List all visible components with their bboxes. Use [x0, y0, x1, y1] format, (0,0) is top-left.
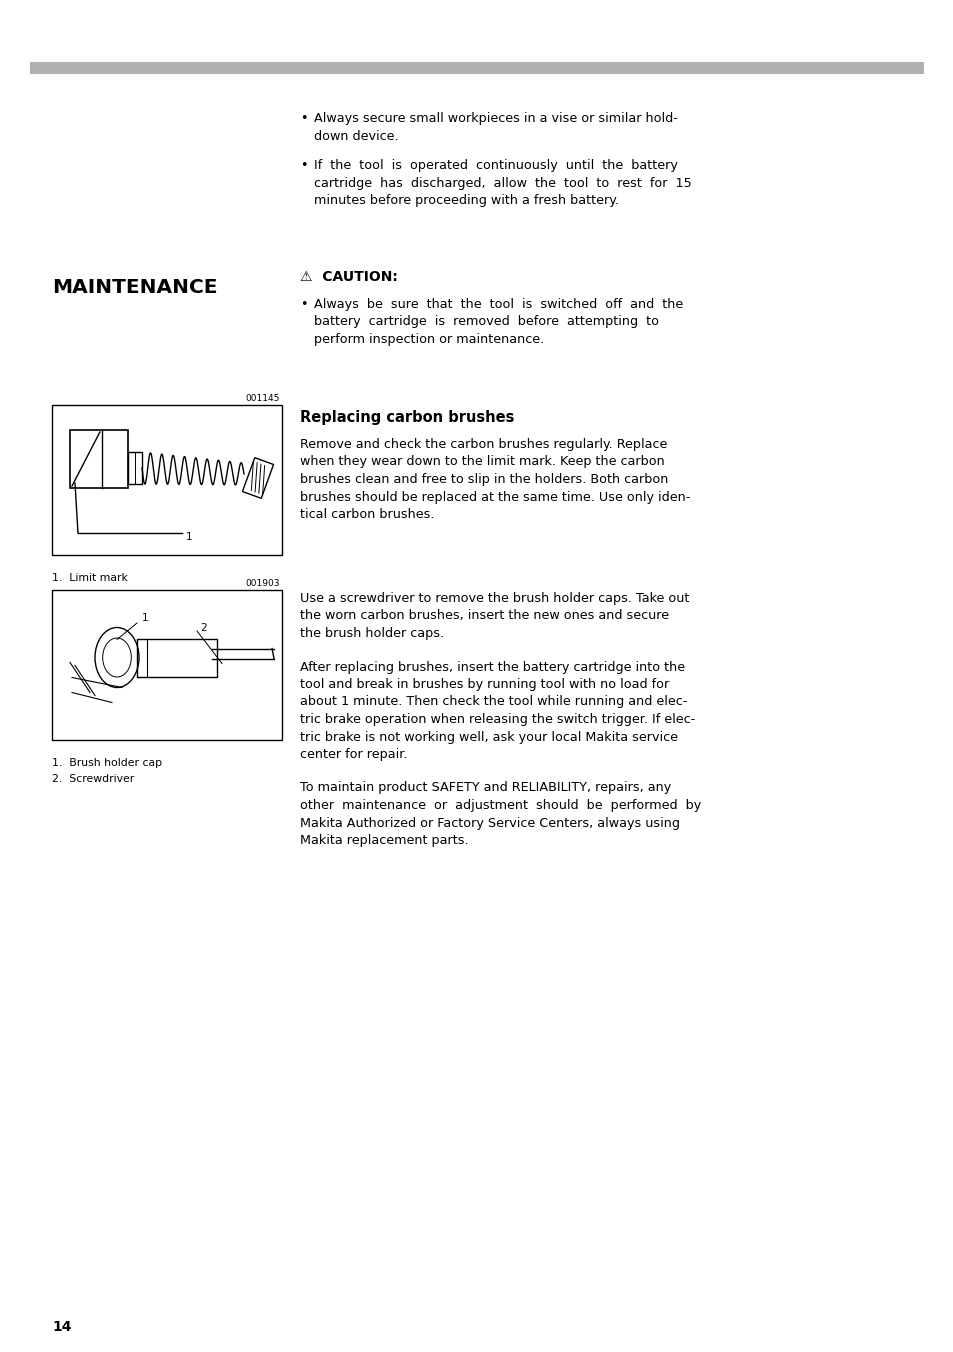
- Text: •: •: [299, 160, 307, 172]
- Text: down device.: down device.: [314, 130, 398, 142]
- Text: the worn carbon brushes, insert the new ones and secure: the worn carbon brushes, insert the new …: [299, 610, 668, 622]
- Text: perform inspection or maintenance.: perform inspection or maintenance.: [314, 333, 543, 346]
- Text: center for repair.: center for repair.: [299, 748, 407, 761]
- Text: tric brake is not working well, ask your local Makita service: tric brake is not working well, ask your…: [299, 730, 678, 744]
- Bar: [52, 589, 282, 740]
- Text: tool and break in brushes by running tool with no load for: tool and break in brushes by running too…: [299, 677, 669, 691]
- Text: MAINTENANCE: MAINTENANCE: [52, 279, 217, 297]
- Bar: [137, 638, 216, 676]
- Bar: [70, 430, 128, 488]
- Text: Always  be  sure  that  the  tool  is  switched  off  and  the: Always be sure that the tool is switched…: [314, 297, 682, 311]
- Text: 2.  Screwdriver: 2. Screwdriver: [52, 773, 134, 784]
- Text: Remove and check the carbon brushes regularly. Replace: Remove and check the carbon brushes regu…: [299, 438, 667, 452]
- Bar: [30, 62, 923, 74]
- Bar: [242, 458, 274, 499]
- Text: other  maintenance  or  adjustment  should  be  performed  by: other maintenance or adjustment should b…: [299, 799, 700, 813]
- Text: when they wear down to the limit mark. Keep the carbon: when they wear down to the limit mark. K…: [299, 456, 664, 469]
- Text: tric brake operation when releasing the switch trigger. If elec-: tric brake operation when releasing the …: [299, 713, 695, 726]
- Text: minutes before proceeding with a fresh battery.: minutes before proceeding with a fresh b…: [314, 195, 618, 207]
- Text: the brush holder caps.: the brush holder caps.: [299, 627, 444, 639]
- Text: 001903: 001903: [245, 579, 280, 588]
- Text: •: •: [299, 297, 307, 311]
- Text: 1: 1: [142, 612, 149, 623]
- Text: brushes clean and free to slip in the holders. Both carbon: brushes clean and free to slip in the ho…: [299, 473, 668, 485]
- Text: Makita replacement parts.: Makita replacement parts.: [299, 834, 468, 846]
- Text: cartridge  has  discharged,  allow  the  tool  to  rest  for  15: cartridge has discharged, allow the tool…: [314, 177, 691, 189]
- Text: Always secure small workpieces in a vise or similar hold-: Always secure small workpieces in a vise…: [314, 112, 678, 124]
- Text: 1.  Limit mark: 1. Limit mark: [52, 573, 128, 583]
- Text: Replacing carbon brushes: Replacing carbon brushes: [299, 410, 514, 425]
- Text: 001145: 001145: [245, 393, 280, 403]
- Text: Makita Authorized or Factory Service Centers, always using: Makita Authorized or Factory Service Cen…: [299, 817, 679, 830]
- Text: If  the  tool  is  operated  continuously  until  the  battery: If the tool is operated continuously unt…: [314, 160, 678, 172]
- Text: After replacing brushes, insert the battery cartridge into the: After replacing brushes, insert the batt…: [299, 661, 684, 673]
- Text: tical carbon brushes.: tical carbon brushes.: [299, 508, 434, 521]
- Text: •: •: [299, 112, 307, 124]
- Text: 2: 2: [200, 623, 207, 633]
- Text: ⚠  CAUTION:: ⚠ CAUTION:: [299, 270, 397, 284]
- Text: 1.  Brush holder cap: 1. Brush holder cap: [52, 758, 162, 768]
- Text: about 1 minute. Then check the tool while running and elec-: about 1 minute. Then check the tool whil…: [299, 695, 687, 708]
- Bar: [128, 452, 142, 484]
- Text: battery  cartridge  is  removed  before  attempting  to: battery cartridge is removed before atte…: [314, 315, 659, 329]
- Text: 1: 1: [186, 531, 193, 542]
- Text: Use a screwdriver to remove the brush holder caps. Take out: Use a screwdriver to remove the brush ho…: [299, 592, 689, 604]
- Text: brushes should be replaced at the same time. Use only iden-: brushes should be replaced at the same t…: [299, 491, 690, 503]
- Bar: [52, 406, 282, 556]
- Text: To maintain product SAFETY and RELIABILITY, repairs, any: To maintain product SAFETY and RELIABILI…: [299, 781, 671, 795]
- Text: 14: 14: [52, 1320, 71, 1334]
